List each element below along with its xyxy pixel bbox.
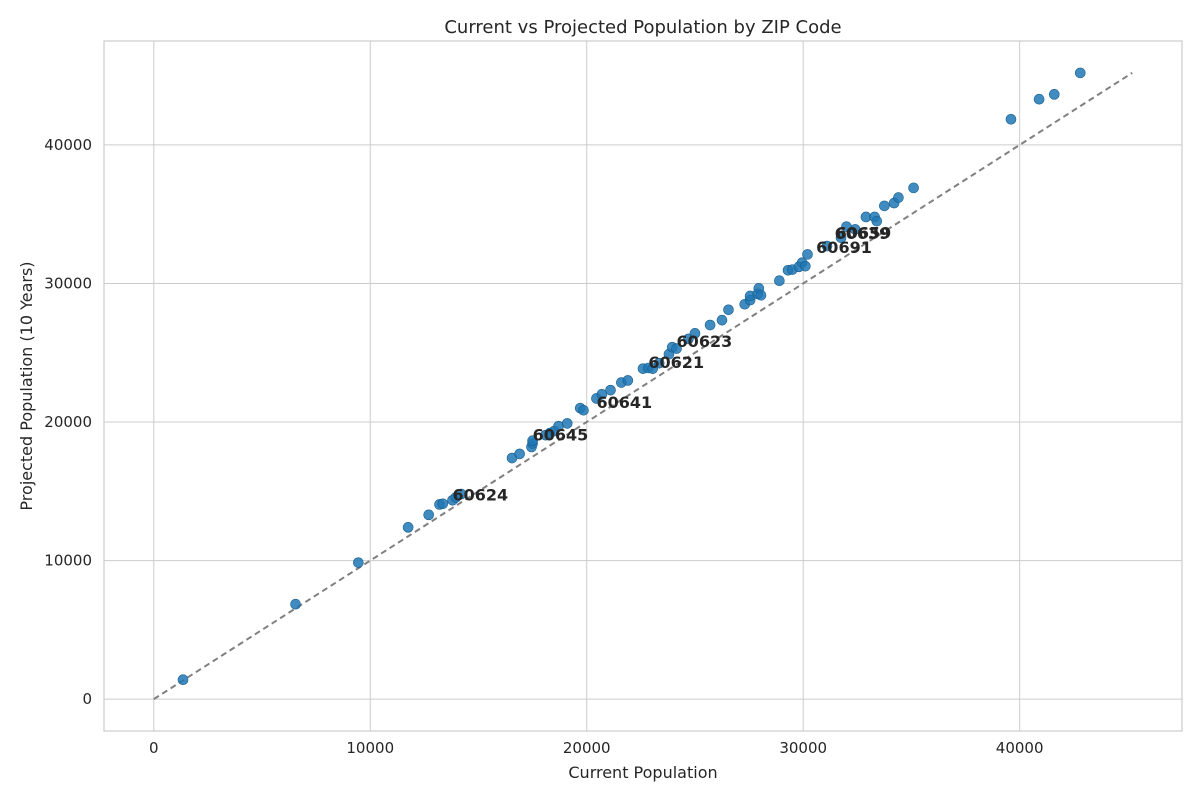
reference-line xyxy=(153,72,1133,700)
scatter-point-24 xyxy=(605,384,616,396)
plot-frame xyxy=(103,40,1183,732)
tick-labels: 0 10000 20000 30000 40000 0 10000 20000 30000 400… xyxy=(44,136,1043,757)
annotation-60645: 60645 xyxy=(533,426,589,445)
scatter-point-26 xyxy=(622,375,634,386)
scatter-point-65 xyxy=(1048,89,1060,100)
x-tick-label-2: 20000 xyxy=(563,739,611,757)
scatter-point-30 xyxy=(653,357,665,369)
scatter-point-61 xyxy=(893,192,904,203)
x-tick-label-1: 10000 xyxy=(346,739,394,757)
scatter-point-2 xyxy=(353,557,364,568)
scatter-point-50 xyxy=(800,260,811,272)
annotation-60623: 60623 xyxy=(677,332,733,351)
y-tick-label-2: 20000 xyxy=(44,413,92,431)
annotation-60691: 60691 xyxy=(816,238,872,257)
annotation-60621: 60621 xyxy=(648,353,704,372)
scatter-point-11 xyxy=(514,448,525,460)
annotation-60659: 60659 xyxy=(836,223,892,242)
scatter-point-51 xyxy=(802,249,813,260)
scatter-point-35 xyxy=(689,328,701,339)
grid-lines xyxy=(104,41,1182,731)
scatter-point-6 xyxy=(437,498,449,510)
y-tick-label-3: 30000 xyxy=(44,274,92,292)
scatter-point-52 xyxy=(821,240,833,252)
scatter-point-53 xyxy=(835,232,847,244)
x-tick-label-4: 40000 xyxy=(996,739,1044,757)
scatter-point-64 xyxy=(1033,93,1045,105)
scatter-point-19 xyxy=(561,418,573,429)
scatter-point-59 xyxy=(879,200,890,212)
scatter-point-63 xyxy=(1005,113,1017,125)
scatter-point-44 xyxy=(755,289,767,301)
scatter-point-45 xyxy=(774,275,785,286)
scatter-point-36 xyxy=(704,319,716,331)
scatter-point-55 xyxy=(849,224,861,235)
scatter-point-4 xyxy=(423,509,434,521)
scatter-point-38 xyxy=(723,304,734,316)
x-tick-label-0: 0 xyxy=(149,739,159,757)
x-tick-label-3: 30000 xyxy=(779,739,827,757)
annotation-60639: 60639 xyxy=(835,224,891,243)
scatter-point-0 xyxy=(177,674,189,686)
chart-title: Current vs Projected Population by ZIP C… xyxy=(444,17,841,38)
y-tick-label-4: 40000 xyxy=(44,136,92,154)
scatter-point-14 xyxy=(527,435,538,447)
scatter-point-62 xyxy=(908,182,919,194)
scatter-point-9 xyxy=(455,488,467,500)
reference-line-layer xyxy=(153,72,1133,700)
scatter-point-21 xyxy=(578,404,589,416)
y-axis-label: Projected Population (10 Years) xyxy=(17,261,36,510)
scatter-point-3 xyxy=(402,522,414,533)
scatter-point-58 xyxy=(871,215,883,227)
annotation-60641: 60641 xyxy=(596,393,652,412)
y-tick-label-0: 0 xyxy=(82,690,92,708)
x-axis-label: Current Population xyxy=(568,763,717,782)
scatter-point-23 xyxy=(596,389,608,400)
scatter-point-1 xyxy=(290,598,301,610)
scatter-point-37 xyxy=(716,314,728,326)
scatter-point-33 xyxy=(671,343,682,354)
annotation-60624: 60624 xyxy=(453,485,509,504)
scatter-point-66 xyxy=(1074,67,1086,79)
scatter-points xyxy=(177,67,1086,686)
y-tick-label-1: 10000 xyxy=(44,552,92,570)
